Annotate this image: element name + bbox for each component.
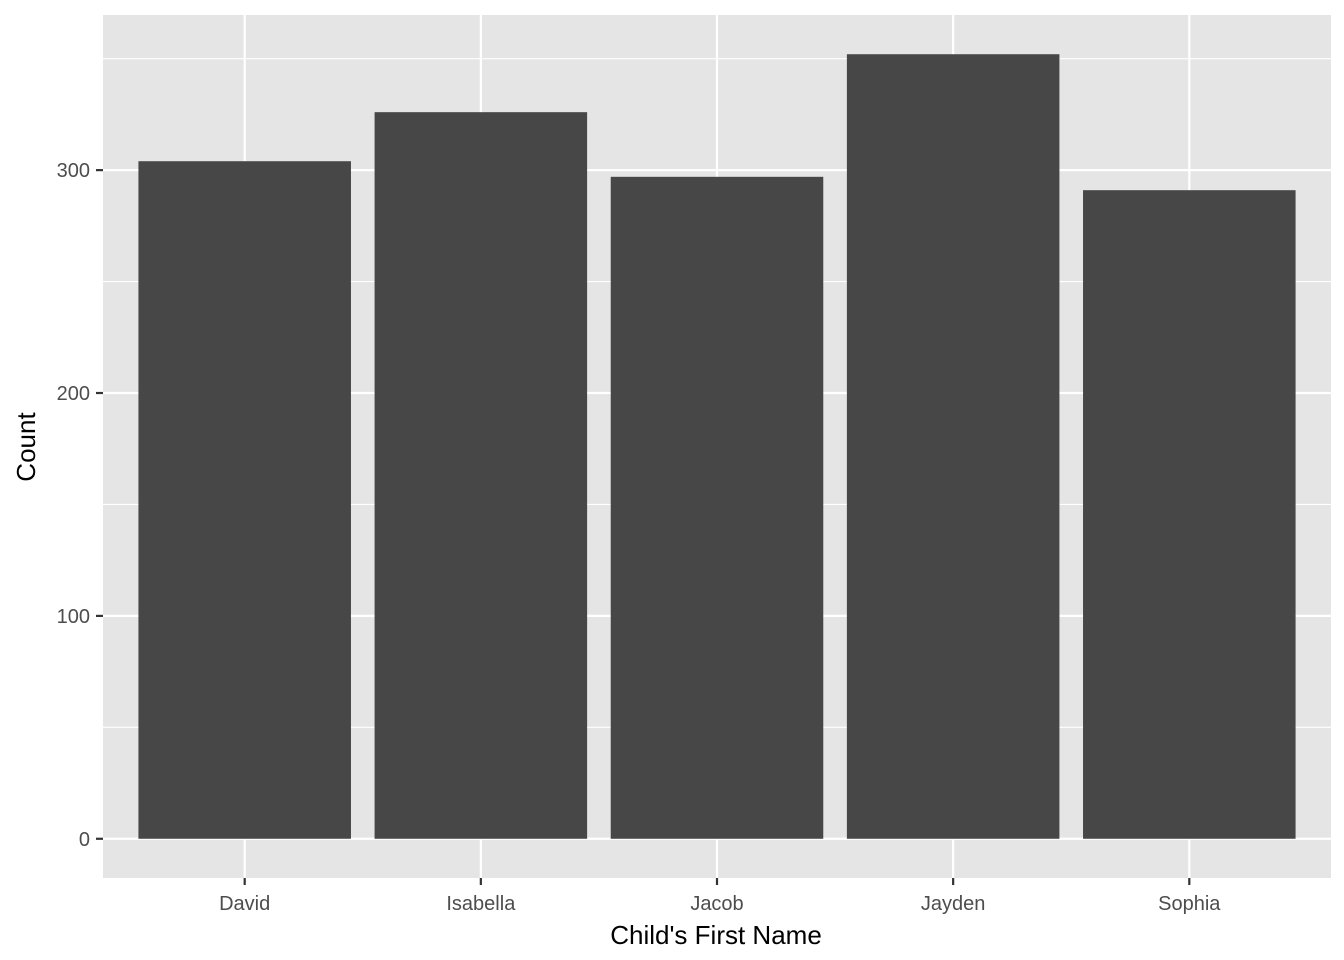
bars [138, 54, 1296, 839]
bar-sophia [1083, 190, 1296, 839]
bar-jacob [610, 176, 824, 839]
y-axis-ticks: 0 100 200 300 [57, 160, 103, 851]
bar-david [138, 161, 351, 839]
x-tick-label: David [219, 893, 270, 915]
y-tick-label: 300 [57, 160, 90, 182]
bar-jayden [846, 54, 1060, 839]
bar-isabella [374, 112, 588, 839]
y-axis-title: Count [11, 412, 41, 482]
x-tick-label: Jayden [921, 893, 986, 915]
y-tick-label: 100 [57, 606, 90, 628]
y-tick-label: 200 [57, 383, 90, 405]
y-tick-label: 0 [79, 829, 90, 851]
x-axis-title: Child's First Name [610, 920, 822, 950]
x-axis-ticks: David Isabella Jacob Jayden Sophia [219, 878, 1221, 915]
x-tick-label: Isabella [446, 893, 516, 915]
x-tick-label: Jacob [690, 893, 743, 915]
x-tick-label: Sophia [1158, 893, 1221, 915]
